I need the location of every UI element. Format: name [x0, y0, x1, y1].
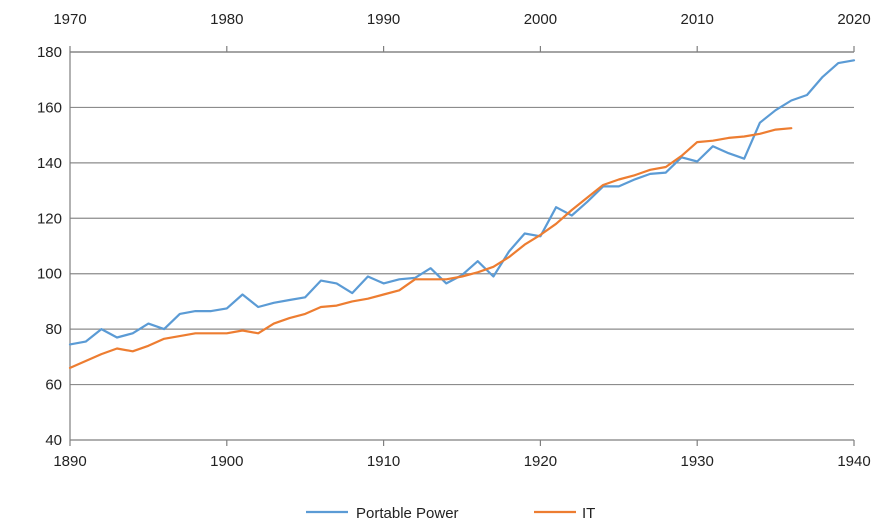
x-top-tick-label: 2000	[524, 11, 557, 28]
x-top-tick-label: 1990	[367, 11, 400, 28]
y-axis-tick-labels: 40 60 80 100 120 140 160 180	[37, 44, 62, 449]
y-tick-label: 140	[37, 155, 62, 172]
y-tick-label: 80	[45, 321, 62, 338]
series-lines	[68, 59, 856, 369]
portable-power-line	[68, 59, 856, 346]
x-top-tick-label: 2010	[681, 11, 714, 28]
y-tick-label: 40	[45, 432, 62, 449]
legend: Portable Power IT	[306, 505, 595, 522]
legend-label-it: IT	[582, 505, 595, 522]
y-tick-label: 180	[37, 44, 62, 61]
x-axis-bottom-tick-labels: 1890 1900 1910 1920 1930 1940	[53, 453, 870, 470]
axes	[69, 46, 855, 446]
y-tick-label: 160	[37, 99, 62, 116]
x-bottom-tick-label: 1890	[53, 453, 86, 470]
x-bottom-tick-label: 1900	[210, 453, 243, 470]
y-tick-label: 120	[37, 210, 62, 227]
x-bottom-tick-label: 1920	[524, 453, 557, 470]
y-tick-label: 60	[45, 377, 62, 394]
y-tick-label: 100	[37, 266, 62, 283]
x-top-tick-label: 1980	[210, 11, 243, 28]
x-bottom-tick-label: 1940	[837, 453, 870, 470]
x-bottom-tick-label: 1910	[367, 453, 400, 470]
x-top-tick-label: 2020	[837, 11, 870, 28]
x-bottom-tick-label: 1930	[681, 453, 714, 470]
legend-label-portable-power: Portable Power	[356, 505, 459, 522]
x-axis-top-tick-labels: 1970 1980 1990 2000 2010 2020	[53, 11, 870, 28]
x-top-tick-label: 1970	[53, 11, 86, 28]
it-line	[68, 127, 793, 369]
